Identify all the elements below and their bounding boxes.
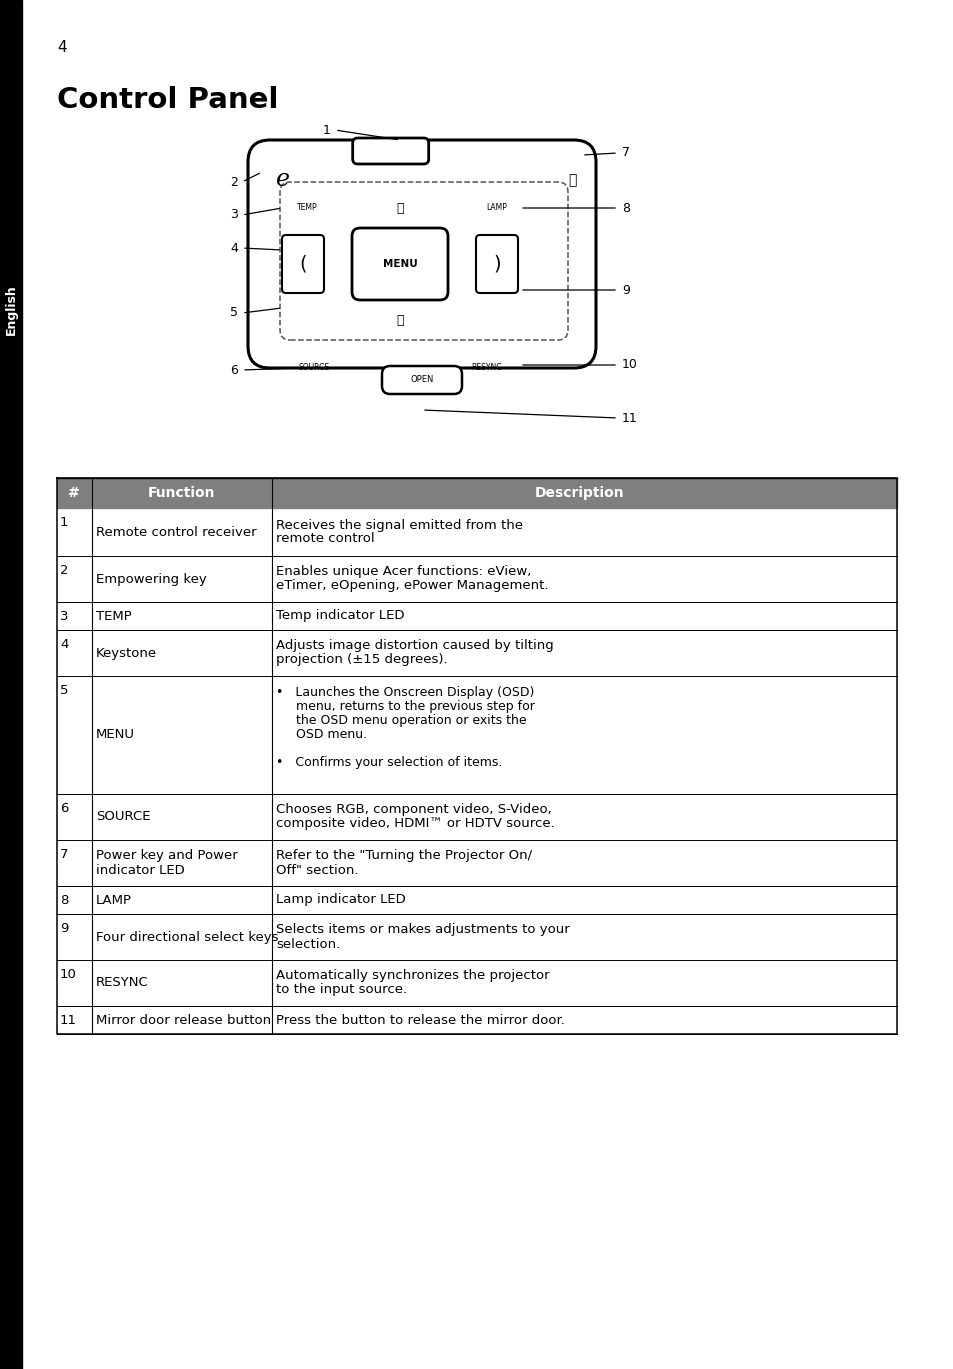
Text: 2: 2 bbox=[230, 175, 237, 189]
Text: Off" section.: Off" section. bbox=[275, 864, 358, 876]
Text: remote control: remote control bbox=[275, 533, 375, 545]
Text: OSD menu.: OSD menu. bbox=[275, 728, 367, 741]
FancyBboxPatch shape bbox=[476, 235, 517, 293]
Text: indicator LED: indicator LED bbox=[96, 864, 185, 876]
Text: 10: 10 bbox=[621, 359, 638, 371]
Text: OPEN: OPEN bbox=[410, 375, 434, 385]
Text: 4: 4 bbox=[230, 241, 237, 255]
Bar bbox=[57, 630, 896, 676]
Text: Automatically synchronizes the projector: Automatically synchronizes the projector bbox=[275, 969, 549, 983]
FancyBboxPatch shape bbox=[282, 235, 324, 293]
Text: Temp indicator LED: Temp indicator LED bbox=[275, 609, 404, 623]
Text: •   Launches the Onscreen Display (OSD): • Launches the Onscreen Display (OSD) bbox=[275, 686, 534, 700]
Text: 4: 4 bbox=[60, 638, 69, 652]
Text: Remote control receiver: Remote control receiver bbox=[96, 526, 256, 538]
Text: (: ( bbox=[299, 255, 307, 274]
Text: Refer to the "Turning the Projector On/: Refer to the "Turning the Projector On/ bbox=[275, 850, 532, 862]
Text: ⍐: ⍐ bbox=[395, 203, 403, 215]
Text: the OSD menu operation or exits the: the OSD menu operation or exits the bbox=[275, 715, 526, 727]
FancyBboxPatch shape bbox=[353, 138, 428, 164]
Text: SOURCE: SOURCE bbox=[96, 810, 151, 824]
Text: 8: 8 bbox=[621, 201, 629, 215]
Text: 8: 8 bbox=[60, 894, 69, 908]
Text: Function: Function bbox=[148, 486, 215, 500]
Text: 11: 11 bbox=[621, 412, 638, 424]
Text: 6: 6 bbox=[230, 364, 237, 376]
Text: Selects items or makes adjustments to your: Selects items or makes adjustments to yo… bbox=[275, 924, 569, 936]
Bar bbox=[57, 1006, 896, 1034]
FancyBboxPatch shape bbox=[381, 366, 461, 394]
FancyBboxPatch shape bbox=[280, 182, 567, 340]
Text: ): ) bbox=[493, 255, 500, 274]
Bar bbox=[57, 508, 896, 556]
Bar bbox=[57, 478, 896, 508]
Text: Adjusts image distortion caused by tilting: Adjusts image distortion caused by tilti… bbox=[275, 639, 553, 653]
Text: SOURCE: SOURCE bbox=[298, 364, 329, 372]
Text: 3: 3 bbox=[60, 611, 69, 623]
Text: Control Panel: Control Panel bbox=[57, 86, 278, 114]
Text: TEMP: TEMP bbox=[96, 609, 132, 623]
Text: 5: 5 bbox=[230, 307, 237, 319]
Text: Description: Description bbox=[535, 486, 624, 500]
Text: composite video, HDMI™ or HDTV source.: composite video, HDMI™ or HDTV source. bbox=[275, 817, 554, 831]
FancyBboxPatch shape bbox=[352, 229, 448, 300]
Text: 7: 7 bbox=[621, 146, 629, 160]
Text: English: English bbox=[5, 285, 17, 335]
Text: TEMP: TEMP bbox=[296, 203, 317, 211]
Text: 7: 7 bbox=[60, 847, 69, 861]
Text: 9: 9 bbox=[60, 921, 69, 935]
Text: 5: 5 bbox=[60, 684, 69, 697]
Bar bbox=[57, 960, 896, 1006]
Bar bbox=[57, 886, 896, 914]
Text: LAMP: LAMP bbox=[486, 203, 507, 211]
Text: eTimer, eOpening, ePower Management.: eTimer, eOpening, ePower Management. bbox=[275, 579, 548, 593]
Text: menu, returns to the previous step for: menu, returns to the previous step for bbox=[275, 700, 535, 713]
Text: Chooses RGB, component video, S-Video,: Chooses RGB, component video, S-Video, bbox=[275, 804, 551, 816]
Bar bbox=[57, 676, 896, 794]
Bar bbox=[57, 794, 896, 841]
Text: ⍔: ⍔ bbox=[395, 314, 403, 326]
Text: selection.: selection. bbox=[275, 938, 340, 950]
Text: 2: 2 bbox=[60, 564, 69, 576]
Text: Enables unique Acer functions: eView,: Enables unique Acer functions: eView, bbox=[275, 565, 531, 579]
Text: 1: 1 bbox=[323, 123, 331, 137]
Bar bbox=[0, 0, 22, 1369]
Text: Keystone: Keystone bbox=[96, 646, 157, 660]
Text: to the input source.: to the input source. bbox=[275, 983, 407, 997]
Text: 3: 3 bbox=[230, 208, 237, 222]
Text: 9: 9 bbox=[621, 283, 629, 297]
Bar bbox=[57, 602, 896, 630]
FancyBboxPatch shape bbox=[248, 140, 596, 368]
Text: •   Confirms your selection of items.: • Confirms your selection of items. bbox=[275, 756, 502, 769]
Bar bbox=[57, 841, 896, 886]
Text: 11: 11 bbox=[60, 1014, 77, 1027]
Text: LAMP: LAMP bbox=[96, 894, 132, 906]
Text: MENU: MENU bbox=[382, 259, 416, 268]
Bar bbox=[57, 556, 896, 602]
Text: Mirror door release button: Mirror door release button bbox=[96, 1013, 271, 1027]
Text: Empowering key: Empowering key bbox=[96, 572, 207, 586]
Text: e: e bbox=[275, 168, 290, 192]
Text: MENU: MENU bbox=[96, 728, 135, 742]
Text: 6: 6 bbox=[60, 802, 69, 815]
Text: projection (±15 degrees).: projection (±15 degrees). bbox=[275, 653, 447, 667]
Text: #: # bbox=[68, 486, 80, 500]
Text: Power key and Power: Power key and Power bbox=[96, 850, 237, 862]
Text: Press the button to release the mirror door.: Press the button to release the mirror d… bbox=[275, 1013, 564, 1027]
Text: Receives the signal emitted from the: Receives the signal emitted from the bbox=[275, 519, 522, 531]
Text: Four directional select keys: Four directional select keys bbox=[96, 931, 278, 943]
Bar bbox=[57, 914, 896, 960]
Text: 4: 4 bbox=[57, 41, 67, 56]
Text: 10: 10 bbox=[60, 968, 77, 982]
Text: 1: 1 bbox=[60, 516, 69, 528]
Text: Lamp indicator LED: Lamp indicator LED bbox=[275, 894, 405, 906]
Text: RESYNC: RESYNC bbox=[96, 976, 149, 990]
Text: ⏻: ⏻ bbox=[567, 172, 576, 188]
Text: RESYNC: RESYNC bbox=[471, 364, 501, 372]
